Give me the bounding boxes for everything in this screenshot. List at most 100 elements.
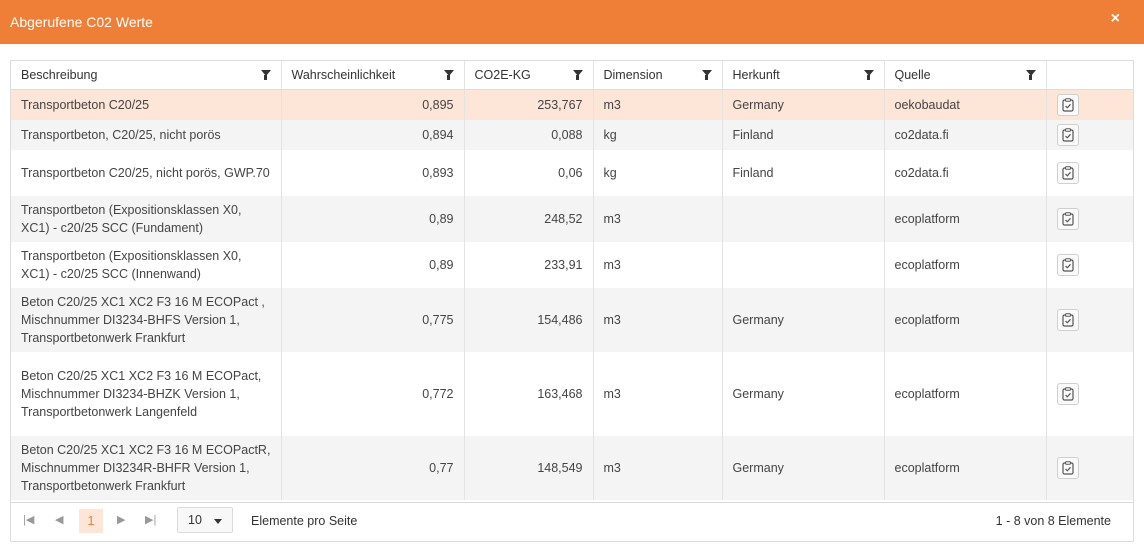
cell-dimension: m3 bbox=[593, 352, 723, 436]
first-page-icon[interactable]: |◀ bbox=[23, 514, 35, 526]
column-header-quelle[interactable]: Quelle bbox=[884, 61, 1047, 90]
filter-icon[interactable] bbox=[443, 70, 454, 80]
table-row[interactable]: Beton C20/25 XC1 XC2 F3 16 M ECOPact, Mi… bbox=[11, 352, 1133, 436]
cell-quelle: ecoplatform bbox=[884, 242, 1047, 288]
cell-co2e-kg: 0,06 bbox=[464, 150, 594, 196]
close-icon[interactable]: × bbox=[1110, 10, 1120, 27]
clipboard-icon[interactable] bbox=[1056, 93, 1079, 116]
header-row: Beschreibung Wahrscheinlichkeit CO2E-KG … bbox=[11, 61, 1133, 90]
page-size-value: 10 bbox=[188, 513, 202, 527]
column-label: Dimension bbox=[603, 67, 663, 82]
cell-dimension: m3 bbox=[593, 242, 723, 288]
cell-dimension: m3 bbox=[593, 196, 723, 242]
filter-icon[interactable] bbox=[1025, 70, 1036, 80]
table-row[interactable]: Transportbeton C20/25 0,895 253,767 m3 G… bbox=[11, 89, 1133, 120]
clipboard-icon[interactable] bbox=[1056, 162, 1079, 184]
cell-wahrscheinlichkeit: 0,89 bbox=[281, 196, 465, 242]
cell-herkunft: Germany bbox=[722, 436, 885, 500]
next-page-icon[interactable]: ▶ bbox=[117, 514, 126, 526]
clipboard-icon[interactable] bbox=[1056, 124, 1079, 146]
column-header-wahrscheinlichkeit[interactable]: Wahrscheinlichkeit bbox=[281, 61, 465, 90]
cell-action bbox=[1046, 89, 1133, 120]
dialog-titlebar: Abgerufene C02 Werte × bbox=[0, 0, 1144, 44]
cell-quelle: co2data.fi bbox=[884, 120, 1047, 150]
clipboard-icon[interactable] bbox=[1056, 383, 1079, 405]
pager: |◀ ◀ 1 ▶ ▶| 10 Elemente pro Seite 1 - 8 … bbox=[11, 502, 1133, 541]
cell-beschreibung: Transportbeton, C20/25, nicht porös bbox=[11, 120, 282, 150]
column-label: Beschreibung bbox=[21, 67, 98, 82]
table-row[interactable]: Transportbeton C20/25, nicht porös, GWP.… bbox=[11, 150, 1133, 196]
cell-herkunft: Finland bbox=[722, 150, 885, 196]
cell-beschreibung: Transportbeton (Expositionsklassen X0, X… bbox=[11, 196, 282, 242]
cell-co2e-kg: 0,088 bbox=[464, 120, 594, 150]
cell-herkunft: Germany bbox=[722, 352, 885, 436]
page-size-label: Elemente pro Seite bbox=[251, 514, 358, 528]
results-table: Beschreibung Wahrscheinlichkeit CO2E-KG … bbox=[11, 61, 1133, 500]
cell-herkunft: Germany bbox=[722, 89, 885, 120]
column-label: Quelle bbox=[894, 67, 931, 82]
page-button-current[interactable]: 1 bbox=[79, 509, 103, 533]
column-header-beschreibung[interactable]: Beschreibung bbox=[11, 61, 282, 90]
table-row[interactable]: Transportbeton, C20/25, nicht porös 0,89… bbox=[11, 120, 1133, 150]
cell-wahrscheinlichkeit: 0,775 bbox=[281, 288, 465, 352]
cell-beschreibung: Transportbeton C20/25, nicht porös, GWP.… bbox=[11, 150, 282, 196]
clipboard-icon[interactable] bbox=[1056, 309, 1079, 331]
prev-page-icon[interactable]: ◀ bbox=[55, 514, 64, 526]
chevron-down-icon bbox=[214, 519, 222, 524]
cell-action bbox=[1046, 120, 1133, 150]
cell-co2e-kg: 154,486 bbox=[464, 288, 594, 352]
cell-dimension: m3 bbox=[593, 89, 723, 120]
column-header-herkunft[interactable]: Herkunft bbox=[722, 61, 885, 90]
filter-icon[interactable] bbox=[701, 70, 712, 80]
cell-action bbox=[1046, 150, 1133, 196]
cell-action bbox=[1046, 352, 1133, 436]
cell-wahrscheinlichkeit: 0,772 bbox=[281, 352, 465, 436]
clipboard-icon[interactable] bbox=[1056, 208, 1079, 230]
cell-co2e-kg: 233,91 bbox=[464, 242, 594, 288]
dialog-title: Abgerufene C02 Werte bbox=[10, 14, 153, 30]
table-row[interactable]: Transportbeton (Expositionsklassen X0, X… bbox=[11, 242, 1133, 288]
cell-beschreibung: Transportbeton C20/25 bbox=[11, 89, 282, 120]
cell-beschreibung: Beton C20/25 XC1 XC2 F3 16 M ECOPact, Mi… bbox=[11, 352, 282, 436]
cell-wahrscheinlichkeit: 0,894 bbox=[281, 120, 465, 150]
cell-dimension: m3 bbox=[593, 288, 723, 352]
cell-wahrscheinlichkeit: 0,893 bbox=[281, 150, 465, 196]
cell-beschreibung: Beton C20/25 XC1 XC2 F3 16 M ECOPactR, M… bbox=[11, 436, 282, 500]
cell-action bbox=[1046, 288, 1133, 352]
column-header-co2e-kg[interactable]: CO2E-KG bbox=[464, 61, 594, 90]
last-page-icon[interactable]: ▶| bbox=[145, 514, 157, 526]
cell-quelle: ecoplatform bbox=[884, 196, 1047, 242]
cell-herkunft: Germany bbox=[722, 288, 885, 352]
filter-icon[interactable] bbox=[863, 70, 874, 80]
cell-co2e-kg: 253,767 bbox=[464, 89, 594, 120]
clipboard-icon[interactable] bbox=[1056, 254, 1079, 276]
cell-wahrscheinlichkeit: 0,77 bbox=[281, 436, 465, 500]
cell-action bbox=[1046, 196, 1133, 242]
column-label: Herkunft bbox=[732, 67, 780, 82]
filter-icon[interactable] bbox=[572, 70, 583, 80]
clipboard-icon[interactable] bbox=[1056, 457, 1079, 479]
filter-icon[interactable] bbox=[260, 70, 271, 80]
page-size-select[interactable]: 10 bbox=[177, 507, 233, 533]
table-row[interactable]: Transportbeton (Expositionsklassen X0, X… bbox=[11, 196, 1133, 242]
cell-co2e-kg: 248,52 bbox=[464, 196, 594, 242]
cell-action bbox=[1046, 242, 1133, 288]
table-row[interactable]: Beton C20/25 XC1 XC2 F3 16 M ECOPact , M… bbox=[11, 288, 1133, 352]
cell-quelle: ecoplatform bbox=[884, 436, 1047, 500]
cell-wahrscheinlichkeit: 0,895 bbox=[281, 89, 465, 120]
cell-dimension: m3 bbox=[593, 436, 723, 500]
cell-dimension: kg bbox=[593, 150, 723, 196]
cell-herkunft bbox=[722, 242, 885, 288]
cell-quelle: ecoplatform bbox=[884, 352, 1047, 436]
column-header-actions bbox=[1046, 61, 1133, 90]
cell-quelle: co2data.fi bbox=[884, 150, 1047, 196]
pager-info: 1 - 8 von 8 Elemente bbox=[995, 514, 1111, 528]
cell-wahrscheinlichkeit: 0,89 bbox=[281, 242, 465, 288]
column-label: Wahrscheinlichkeit bbox=[291, 67, 396, 82]
cell-action bbox=[1046, 436, 1133, 500]
column-header-dimension[interactable]: Dimension bbox=[593, 61, 723, 90]
cell-beschreibung: Beton C20/25 XC1 XC2 F3 16 M ECOPact , M… bbox=[11, 288, 282, 352]
cell-quelle: oekobaudat bbox=[884, 89, 1047, 120]
cell-herkunft: Finland bbox=[722, 120, 885, 150]
table-row[interactable]: Beton C20/25 XC1 XC2 F3 16 M ECOPactR, M… bbox=[11, 436, 1133, 500]
